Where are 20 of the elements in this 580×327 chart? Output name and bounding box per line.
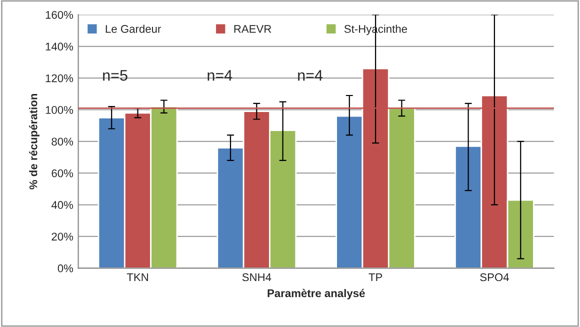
y-tick-label: 20% [52,232,74,241]
y-tick-label: 160% [46,10,74,19]
annotation: n=5 [103,70,128,81]
legend-label: RAEVR [234,25,272,33]
y-tick-label: 40% [51,201,74,209]
y-tick-label: 60% [52,169,74,178]
y-tick-label: 0% [58,264,74,272]
x-tick-label: TKN [126,273,148,282]
x-tick-label: SPO4 [480,273,509,282]
annotation: n=4 [298,70,323,81]
legend-label: Le Gardeur [106,24,161,33]
y-tick-label: 80% [52,138,74,146]
y-tick-label: 120% [46,74,74,82]
x-tick-label: TP [368,273,382,282]
x-axis-title: Paramètre analysé [268,288,365,300]
x-tick-label: SNH4 [242,273,272,282]
annotation: n=4 [208,70,232,81]
y-axis-title: % de récupération [29,94,40,190]
y-tick-label: 140% [46,42,74,51]
y-tick-label: 100% [46,106,74,114]
